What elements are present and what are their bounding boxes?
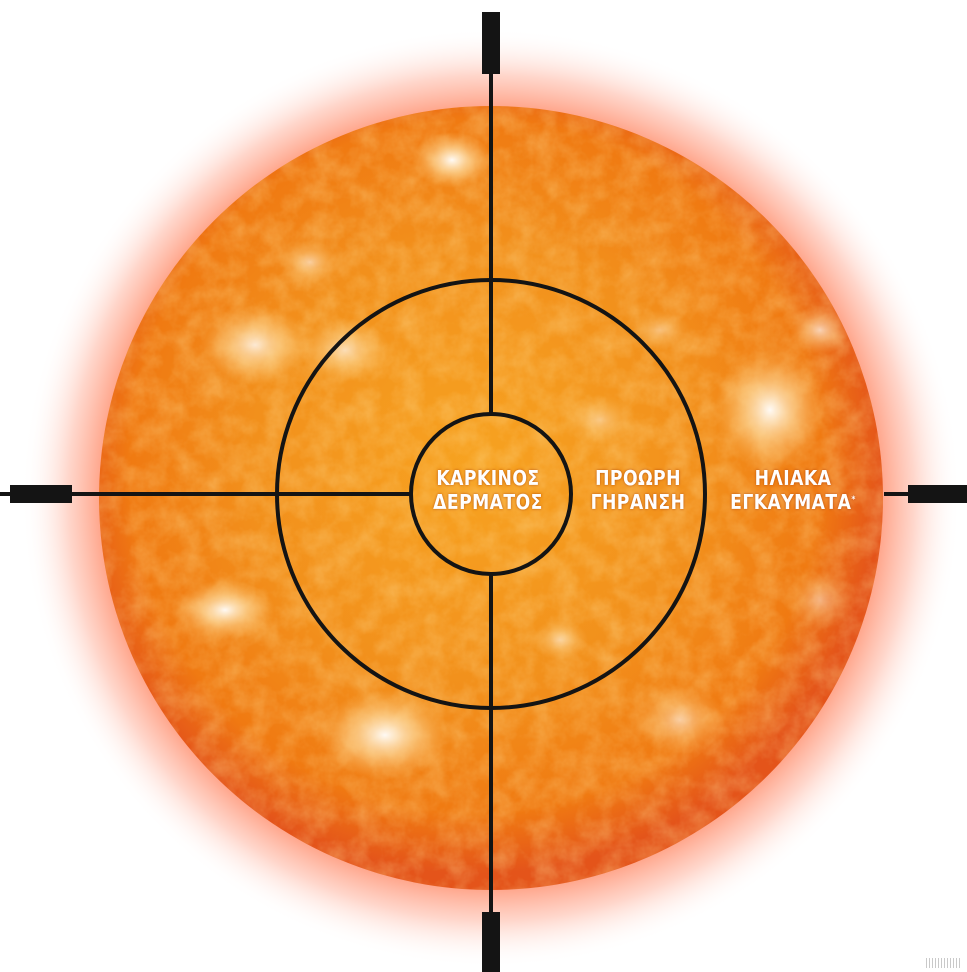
crosshair-tick-top [482,12,500,74]
barcode-mark [926,958,962,968]
label-sunburn-line1: ΗΛΙΑΚΑ [754,466,832,490]
crosshair-tick-right [908,485,967,503]
crosshair-tick-left [10,485,72,503]
label-premature-aging-line1: ΠΡΟΩΡΗ [595,466,681,490]
label-skin-cancer: ΚΑΡΚΙΝΟΣ ΔΕΡΜΑΤΟΣ [423,466,554,514]
crosshair-tick-bottom [482,912,500,972]
label-skin-cancer-line2: ΔΕΡΜΑΤΟΣ [433,490,543,514]
footnote-asterisk: * [851,495,856,505]
label-premature-aging: ΠΡΟΩΡΗ ΓΗΡΑΝΣΗ [576,466,700,514]
label-sunburn-line2: ΕΓΚΑΥΜΑΤΑ [730,490,852,514]
label-sunburn: ΗΛΙΑΚΑ ΕΓΚΑΥΜΑΤΑ* [716,466,871,514]
label-skin-cancer-line1: ΚΑΡΚΙΝΟΣ [436,466,540,490]
label-premature-aging-line2: ΓΗΡΑΝΣΗ [590,490,686,514]
label-sunburn-line2-wrap: ΕΓΚΑΥΜΑΤΑ* [716,490,871,514]
